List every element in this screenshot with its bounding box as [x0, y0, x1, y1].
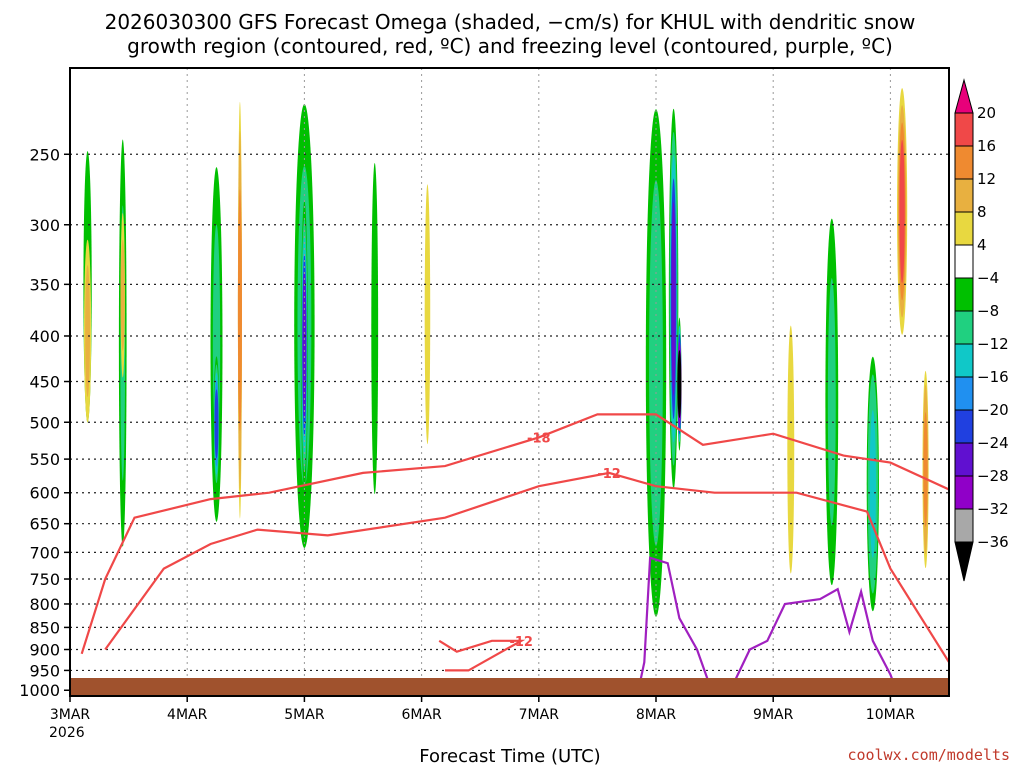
x-tick-label: 9MAR: [753, 707, 794, 723]
colorbar-swatch: [954, 244, 974, 279]
contour-line: [104, 471, 949, 663]
y-tick-label: 550: [29, 450, 60, 469]
colorbar-cap-top: [954, 78, 974, 114]
omega-cell: [214, 389, 219, 459]
omega-cell: [677, 350, 682, 419]
colorbar-swatch: [954, 310, 974, 345]
omega-cell: [671, 201, 676, 396]
colorbar-swatch: [954, 211, 974, 246]
y-tick-label: 800: [29, 595, 60, 614]
colorbar-swatch: [954, 508, 974, 543]
contour-line: [80, 413, 949, 655]
colorbar-tick-label: −36: [977, 533, 1009, 551]
omega-cell: [923, 412, 928, 527]
colorbar-swatch: [954, 343, 974, 378]
contour-line: [438, 639, 526, 672]
omega-cell: [85, 277, 90, 385]
colorbar-tick-label: −12: [977, 335, 1009, 353]
colorbar-swatch: [954, 178, 974, 213]
contour-label: -12: [597, 467, 621, 482]
colorbar-swatch: [954, 277, 974, 312]
x-tick-label: 5MAR: [284, 707, 325, 723]
x-tick-label: 8MAR: [636, 707, 677, 723]
colorbar-tick-label: −16: [977, 368, 1009, 386]
colorbar-tick-label: −4: [977, 269, 999, 287]
grid: [69, 68, 949, 696]
x-axis-year: 2026: [49, 725, 85, 741]
contour-label: -18: [527, 431, 551, 446]
y-tick-label: 350: [29, 275, 60, 294]
omega-shading: [83, 88, 929, 617]
colorbar-swatch: [954, 112, 974, 147]
colorbar-swatch: [954, 145, 974, 180]
y-axis: 250 300 350 400 450 500 550 600 650 700 750 800 850 9…: [19, 145, 70, 700]
omega-cell: [827, 278, 836, 526]
y-tick-label: 600: [29, 484, 60, 503]
credit-text: coolwx.com/modelts: [847, 746, 1010, 764]
colorbar-tick-label: −8: [977, 302, 999, 320]
colorbar-tick-label: 16: [977, 137, 996, 155]
y-tick-label: 650: [29, 515, 60, 534]
colorbar-cap-bottom: [954, 541, 974, 582]
omega-cell: [120, 239, 125, 351]
terrain-ground: [70, 678, 949, 696]
colorbar-tick-label: 8: [977, 203, 987, 221]
y-tick-label: 500: [29, 413, 60, 432]
x-tick-label: 7MAR: [519, 707, 560, 723]
colorbar-tick-label: 20: [977, 104, 996, 122]
y-tick-label: 850: [29, 618, 60, 637]
omega-cell: [869, 409, 876, 558]
omega-cell: [237, 189, 242, 432]
colorbar-swatch: [954, 475, 974, 510]
colorbar-swatch: [954, 409, 974, 444]
omega-cell: [788, 349, 794, 550]
y-tick-label: 900: [29, 641, 60, 660]
y-tick-label: 750: [29, 570, 60, 589]
y-tick-label: 450: [29, 373, 60, 392]
x-tick-label: 3MAR: [50, 707, 91, 723]
omega-cell: [425, 209, 430, 419]
contour-label: -12: [509, 635, 533, 650]
colorbar-tick-label: −24: [977, 434, 1009, 452]
chart-title-line-1: 2026030300 GFS Forecast Omega (shaded, −…: [105, 10, 916, 34]
x-tick-label: 10MAR: [866, 707, 915, 723]
omega-cell: [372, 216, 377, 441]
y-tick-label: 250: [29, 145, 60, 164]
x-axis: 3MAR 4MAR 5MAR 6MAR 7MAR 8MAR 9MAR 10MAR: [50, 696, 915, 723]
contours: -18-12-120: [80, 413, 949, 696]
chart-title-line-2: growth region (contoured, red, ºC) and f…: [127, 34, 893, 58]
x-tick-label: 4MAR: [167, 707, 208, 723]
colorbar-tick-label: 12: [977, 170, 996, 188]
colorbar-tick-label: 4: [977, 236, 987, 254]
colorbar-tick-label: −32: [977, 500, 1009, 518]
omega-cell: [899, 139, 905, 284]
y-tick-label: 400: [29, 327, 60, 346]
y-tick-label: 700: [29, 543, 60, 562]
y-tick-label: 300: [29, 216, 60, 235]
y-tick-label: 950: [29, 661, 60, 680]
y-tick-label: 1000: [19, 681, 60, 700]
colorbar-swatch: [954, 442, 974, 477]
colorbar-tick-label: −28: [977, 467, 1009, 485]
colorbar-swatch: [954, 376, 974, 411]
x-axis-label: Forecast Time (UTC): [419, 746, 600, 767]
x-tick-label: 6MAR: [401, 707, 442, 723]
colorbar: 20 16 12 8 4 −4 −8 −12 −16 −20 −24 −28 −32 −36: [954, 78, 1009, 582]
colorbar-tick-label: −20: [977, 401, 1009, 419]
